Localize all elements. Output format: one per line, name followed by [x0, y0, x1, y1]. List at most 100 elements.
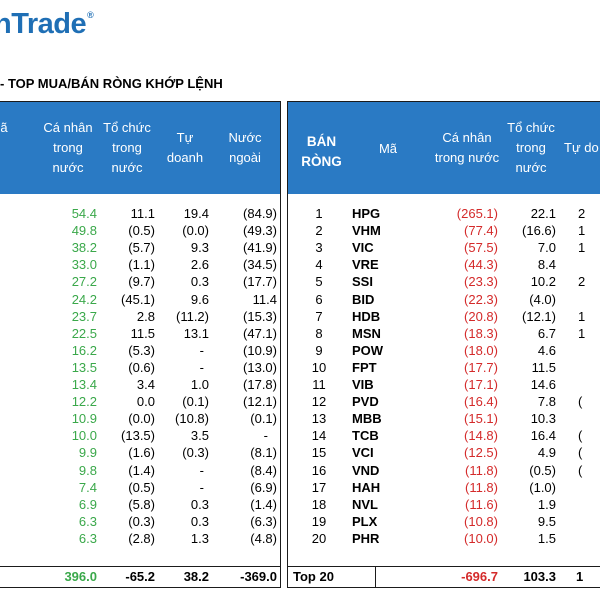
cell-nuoc-ngoai: (84.9) [243, 206, 277, 221]
cell-tu-doanh: 13.1 [183, 325, 209, 341]
table-row: 9.9 (1.6) (0.3) (8.1) [0, 444, 280, 461]
table-row: 12 PVD (16.4) 7.8 ( [288, 393, 600, 410]
cell-ca-nhan: (23.3) [464, 274, 498, 290]
total-nuoc-ngoai: -369.0 [240, 569, 277, 584]
table-row: 23.7 2.8 (11.2) (15.3) [0, 308, 280, 325]
cell-rank: 11 [312, 377, 326, 392]
cell-ca-nhan: (44.3) [464, 257, 498, 273]
cell-tu-doanh: - [199, 342, 204, 358]
cell-tu-doanh: 2 [578, 274, 586, 290]
cell-ca-nhan: (77.4) [464, 223, 498, 239]
table-row: 24.2 (45.1) 9.6 11.4 [0, 291, 280, 308]
cell-to-chuc: (0.3) [128, 513, 155, 529]
cell-to-chuc: (13.5) [121, 428, 155, 444]
cell-ma: HDB [352, 308, 381, 324]
table-row: 14 TCB (14.8) 16.4 ( [288, 427, 600, 444]
cell-rank: 9 [315, 342, 323, 358]
cell-rank: 7 [315, 308, 323, 324]
cell-ma: PLX [352, 513, 378, 529]
total-to-chuc: -65.2 [125, 569, 155, 584]
cell-ca-nhan: 24.2 [71, 291, 97, 307]
cell-tu-doanh: - [199, 359, 204, 375]
cell-ca-nhan: (20.8) [464, 308, 498, 324]
cell-ma: POW [352, 342, 384, 358]
cell-to-chuc: (0.5) [128, 479, 155, 495]
top-net-sell-table: BÁN RÒNG Mã Cá nhân trong nước Tổ chức t… [287, 101, 600, 588]
cell-to-chuc: (5.3) [128, 342, 155, 358]
cell-to-chuc: 11.5 [531, 359, 556, 375]
cell-ma: NVL [352, 496, 378, 512]
cell-ma: PVD [352, 394, 379, 410]
cell-to-chuc: (5.8) [128, 496, 155, 512]
cell-to-chuc: 14.6 [530, 377, 556, 392]
table-row: 22.5 11.5 13.1 (47.1) [0, 325, 280, 342]
cell-tu-doanh: ( [578, 394, 583, 410]
table-row: 13.4 3.4 1.0 (17.8) [0, 376, 280, 393]
cell-tu-doanh: 1 [578, 240, 586, 256]
table-row: 11 VIB (17.1) 14.6 [288, 376, 600, 393]
total-ca-nhan: -696.7 [461, 569, 498, 584]
cell-tu-doanh: (0.1) [182, 394, 209, 410]
cell-ca-nhan: 33.0 [71, 257, 97, 273]
header-to-chuc: Tổ chức trong nước [507, 120, 555, 175]
table-row: 15 VCI (12.5) 4.9 ( [288, 444, 600, 461]
cell-to-chuc: 10.3 [530, 411, 556, 427]
total-row: Top 20 -696.7 103.3 1 [288, 566, 600, 587]
cell-tu-doanh: ( [578, 445, 583, 461]
cell-ma: BID [352, 291, 375, 307]
cell-rank: 20 [311, 530, 327, 546]
cell-tu-doanh: 1 [578, 223, 586, 239]
top-net-buy-table: ã Cá nhân trong nước Tổ chức trong nước … [0, 101, 281, 588]
total-row: 396.0 -65.2 38.2 -369.0 [0, 566, 280, 587]
table-row: 4 VRE (44.3) 8.4 [288, 256, 600, 273]
table-row: 6.3 (2.8) 1.3 (4.8) [0, 530, 280, 547]
cell-to-chuc: (0.5) [529, 462, 556, 478]
cell-to-chuc: (0.0) [128, 411, 155, 427]
cell-ca-nhan: 9.9 [78, 445, 97, 461]
cell-rank: 15 [311, 445, 327, 461]
cell-to-chuc: 11.1 [130, 206, 155, 221]
cell-nuoc-ngoai: 11.4 [252, 291, 277, 307]
cell-ca-nhan: (12.5) [464, 445, 498, 461]
cell-ca-nhan: (15.1) [464, 411, 498, 427]
cell-to-chuc: 7.0 [537, 240, 556, 256]
total-ca-nhan: 396.0 [64, 569, 97, 584]
cell-nuoc-ngoai: (34.5) [243, 257, 277, 273]
table-row: 12.2 0.0 (0.1) (12.1) [0, 393, 280, 410]
cell-nuoc-ngoai: (8.4) [250, 462, 277, 478]
cell-tu-doanh: (11.2) [176, 308, 209, 324]
cell-ca-nhan: (10.0) [464, 530, 498, 546]
table-row: 16 VND (11.8) (0.5) ( [288, 462, 600, 479]
cell-to-chuc: (5.7) [128, 240, 155, 256]
cell-to-chuc: (9.7) [128, 274, 155, 290]
header-ban-rong: BÁN RÒNG [301, 134, 342, 169]
table-row: 19 PLX (10.8) 9.5 [288, 513, 600, 530]
table-row: 10 FPT (17.7) 11.5 [288, 359, 600, 376]
table-row: 9.8 (1.4) - (8.4) [0, 462, 280, 479]
cell-tu-doanh: 19.4 [183, 206, 209, 221]
cell-ca-nhan: 9.8 [78, 462, 97, 478]
cell-to-chuc: (0.5) [128, 223, 155, 239]
table-row: 33.0 (1.1) 2.6 (34.5) [0, 256, 280, 273]
cell-tu-doanh: ( [578, 462, 583, 478]
cell-ma: HAH [352, 479, 381, 495]
cell-to-chuc: (0.6) [128, 359, 155, 375]
cell-ca-nhan: (10.8) [464, 513, 498, 529]
cell-nuoc-ngoai: (1.4) [250, 496, 277, 512]
table-row: 9 POW (18.0) 4.6 [288, 342, 600, 359]
cell-ma: VHM [352, 223, 381, 239]
header-ca-nhan: Cá nhân trong nước [43, 120, 93, 175]
cell-rank: 6 [315, 291, 323, 307]
cell-ca-nhan: 6.3 [78, 513, 97, 529]
total-label: Top 20 [293, 569, 334, 584]
cell-rank: 10 [311, 359, 327, 375]
cell-rank: 13 [311, 411, 327, 427]
cell-nuoc-ngoai: (6.9) [250, 479, 277, 495]
cell-tu-doanh: 9.3 [190, 240, 209, 256]
cell-tu-doanh: 2 [578, 206, 586, 221]
table-header: BÁN RÒNG Mã Cá nhân trong nước Tổ chức t… [288, 102, 600, 194]
cell-nuoc-ngoai: - [263, 428, 268, 444]
cell-ca-nhan: 23.7 [71, 308, 97, 324]
cell-nuoc-ngoai: (0.1) [250, 411, 277, 427]
cell-tu-doanh: 1 [578, 325, 586, 341]
